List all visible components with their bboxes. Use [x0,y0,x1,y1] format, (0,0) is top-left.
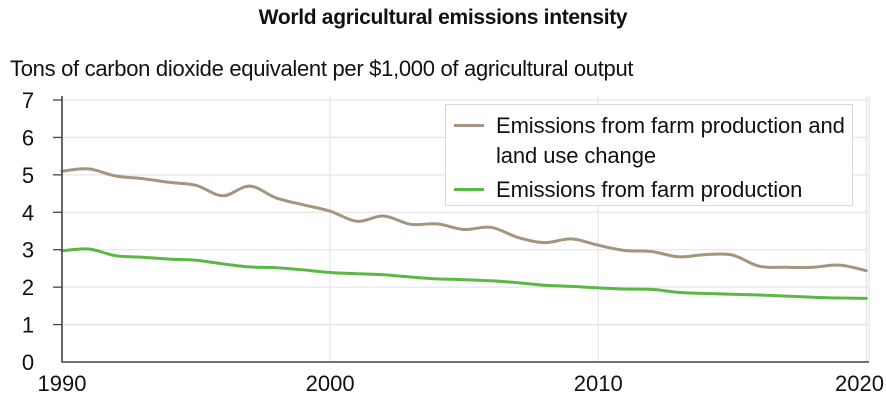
x-tick-label: 2020 [835,371,884,396]
y-tick-label: 5 [22,163,34,188]
series-line-farm [60,247,868,300]
legend-item-farm: Emissions from farm production [446,175,846,205]
x-tick-labels: 1990 2000 2010 2020 [38,371,884,396]
y-tick-label: 6 [22,125,34,150]
legend-label-land-use: Emissions from farm production and land … [496,113,845,168]
legend: Emissions from farm production and land … [445,104,853,206]
x-tick-label: 2010 [574,371,623,396]
legend-swatch-farm [454,188,484,191]
y-tick-label: 0 [22,350,34,375]
y-tick-labels: 0 1 2 3 4 5 6 7 [22,88,34,375]
axes [53,96,869,363]
x-tick-label: 2000 [306,371,355,396]
series-line-land-use [60,167,868,273]
chart-title: World agricultural emissions intensity [258,6,628,29]
y-tick-label: 1 [22,313,34,338]
legend-label-farm: Emissions from farm production [496,177,803,202]
y-axis-label: Tons of carbon dioxide equivalent per $1… [10,56,634,81]
x-tick-label: 1990 [38,371,87,396]
y-tick-label: 3 [22,238,34,263]
legend-swatch-land-use [454,124,484,127]
y-tick-label: 2 [22,275,34,300]
y-tick-label: 7 [22,88,34,113]
legend-item-land-use: Emissions from farm production and land … [446,111,846,171]
series-lines [60,167,868,300]
y-tick-label: 4 [22,200,34,225]
